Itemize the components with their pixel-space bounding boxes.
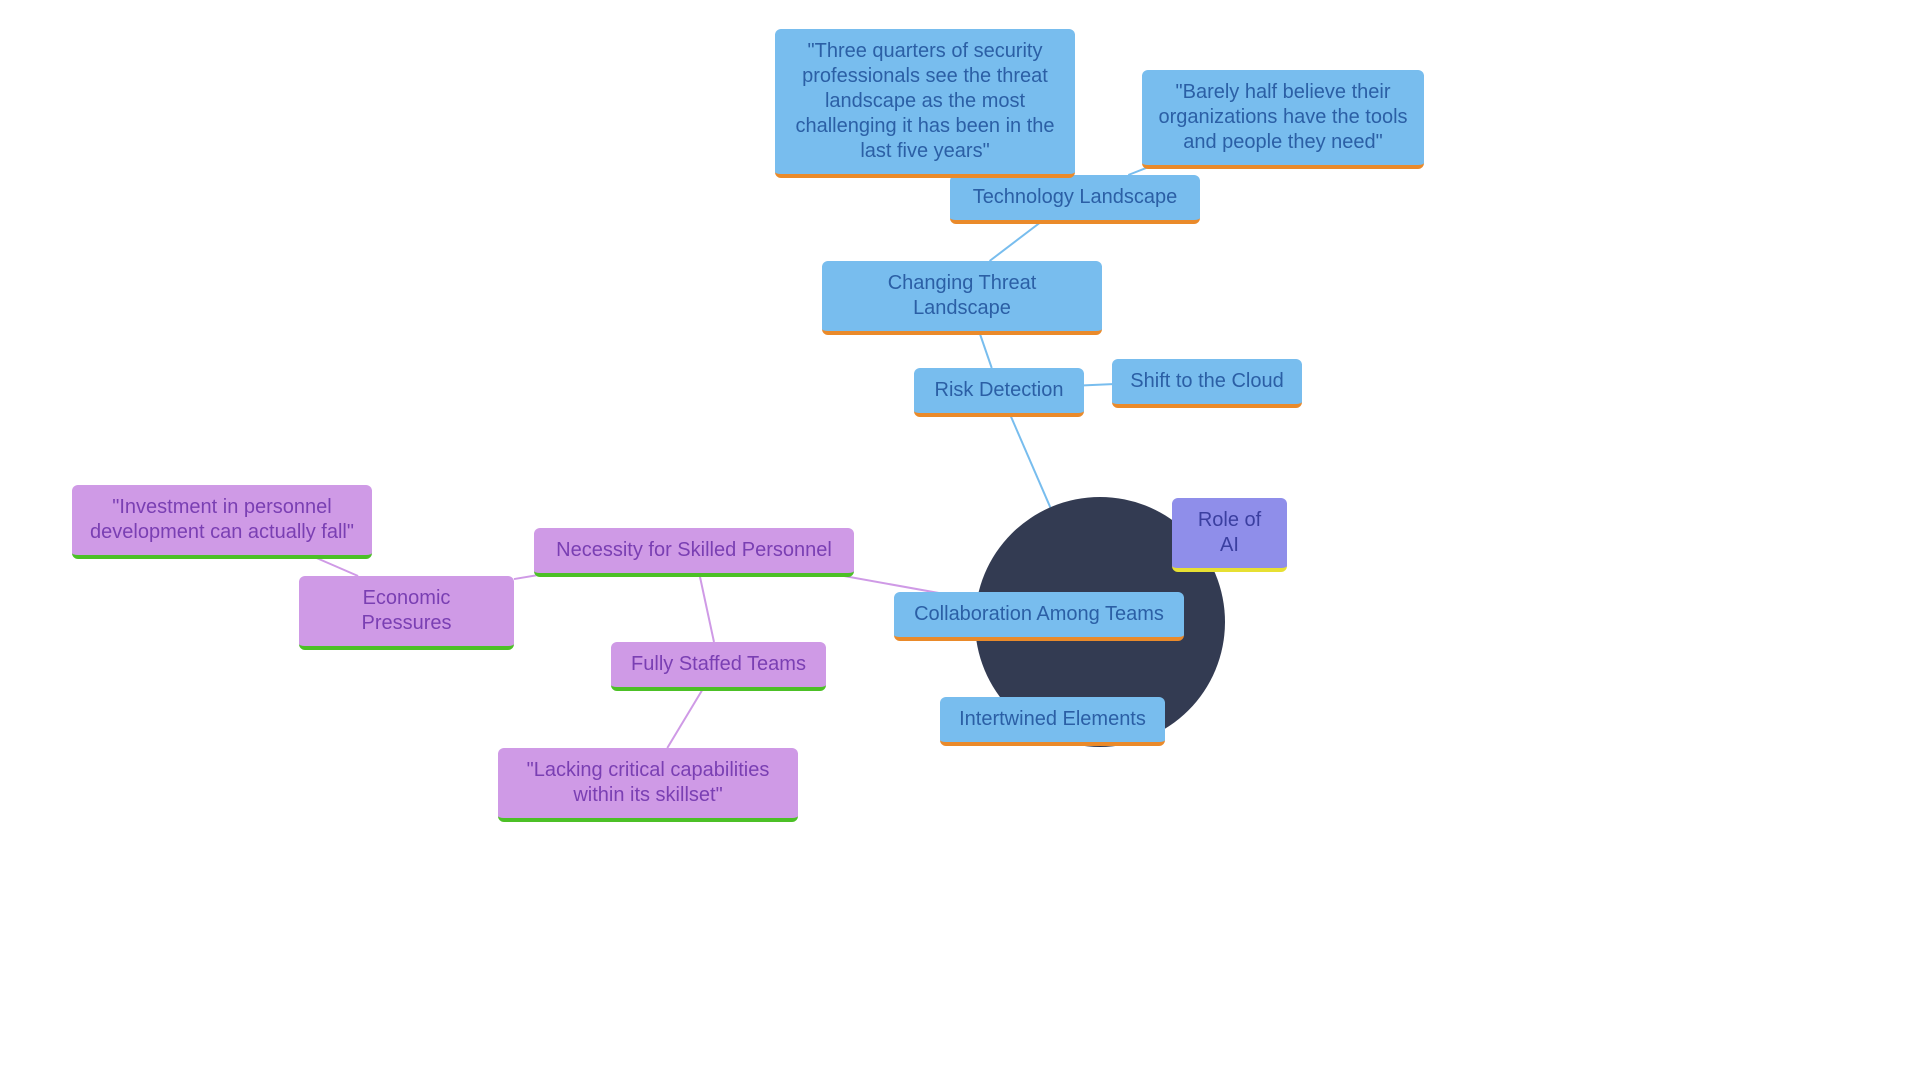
mindmap-node[interactable]: "Barely half believe their organizations… [1142, 70, 1424, 169]
node-label: "Investment in personnel development can… [88, 495, 356, 545]
node-label: "Lacking critical capabilities within it… [514, 758, 782, 808]
node-label: Necessity for Skilled Personnel [556, 538, 832, 563]
node-label: Fully Staffed Teams [631, 652, 806, 677]
node-label: Economic Pressures [315, 586, 498, 636]
mindmap-node[interactable]: Technology Landscape [950, 175, 1200, 224]
edge [1008, 410, 1050, 507]
node-label: Risk Detection [935, 378, 1064, 403]
node-label: Technology Landscape [973, 185, 1178, 210]
edge [699, 570, 714, 642]
mindmap-node[interactable]: Fully Staffed Teams [611, 642, 826, 691]
node-label: Changing Threat Landscape [838, 271, 1086, 321]
mindmap-node[interactable]: "Three quarters of security professional… [775, 29, 1075, 178]
mindmap-node[interactable]: Shift to the Cloud [1112, 359, 1302, 408]
node-label: Shift to the Cloud [1130, 369, 1283, 394]
node-label: "Barely half believe their organizations… [1158, 80, 1408, 155]
node-label: Role of AI [1188, 508, 1271, 558]
mindmap-node[interactable]: Intertwined Elements [940, 697, 1165, 746]
mindmap-node[interactable]: Risk Detection [914, 368, 1084, 417]
mindmap-node[interactable]: Necessity for Skilled Personnel [534, 528, 854, 577]
edge [667, 684, 706, 748]
mindmap-node[interactable]: "Lacking critical capabilities within it… [498, 748, 798, 822]
mindmap-node[interactable]: "Investment in personnel development can… [72, 485, 372, 559]
mindmap-node[interactable]: Changing Threat Landscape [822, 261, 1102, 335]
node-label: Intertwined Elements [959, 707, 1146, 732]
mindmap-node[interactable]: Economic Pressures [299, 576, 514, 650]
node-label: Collaboration Among Teams [914, 602, 1164, 627]
edge [1084, 384, 1112, 385]
node-label: "Three quarters of security professional… [791, 39, 1059, 164]
mindmap-node[interactable]: Role of AI [1172, 498, 1287, 572]
mindmap-node[interactable]: Collaboration Among Teams [894, 592, 1184, 641]
